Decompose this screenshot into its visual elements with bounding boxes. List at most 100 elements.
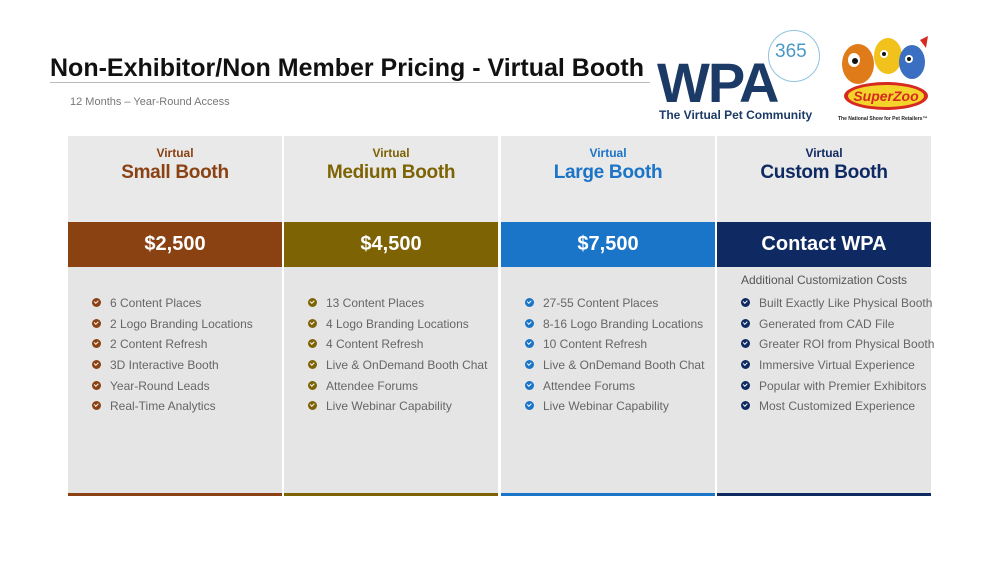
plan-body: 6 Content Places 2 Logo Branding Location… bbox=[68, 267, 282, 492]
feature-item: 2 Logo Branding Locations bbox=[92, 317, 253, 338]
plan-virtual-label: Virtual bbox=[589, 146, 627, 160]
price-band: $4,500 bbox=[284, 222, 498, 267]
price-band: $7,500 bbox=[501, 222, 715, 267]
plan-virtual-label: Virtual bbox=[805, 146, 843, 160]
check-circle-icon bbox=[92, 318, 101, 328]
feature-list: Built Exactly Like Physical Booth Generat… bbox=[741, 296, 934, 420]
feature-item: Real-Time Analytics bbox=[92, 399, 253, 420]
feature-text: Live & OnDemand Booth Chat bbox=[326, 358, 488, 373]
plan-name: Large Booth bbox=[553, 162, 663, 183]
feature-text: 10 Content Refresh bbox=[543, 337, 648, 352]
feature-item: Most Customized Experience bbox=[741, 399, 934, 420]
feature-item: Attendee Forums bbox=[308, 379, 487, 400]
plan-price: $2,500 bbox=[144, 233, 206, 255]
check-circle-icon bbox=[741, 298, 750, 307]
feature-text: 2 Content Refresh bbox=[110, 337, 208, 352]
wpa-365-number: 365 bbox=[775, 41, 807, 62]
check-circle-icon bbox=[525, 298, 534, 307]
plan-name: Medium Booth bbox=[326, 162, 456, 183]
feature-item: Year-Round Leads bbox=[92, 379, 253, 400]
feature-text: Most Customized Experience bbox=[759, 399, 916, 414]
wpa-letters: WPA bbox=[657, 51, 779, 114]
feature-item: Live Webinar Capability bbox=[525, 399, 704, 420]
feature-item: Live & OnDemand Booth Chat bbox=[308, 358, 487, 379]
feature-item: Live & OnDemand Booth Chat bbox=[525, 358, 704, 379]
feature-text: Greater ROI from Physical Booth bbox=[759, 337, 935, 352]
feature-item: Generated from CAD File bbox=[741, 317, 934, 338]
check-circle-icon bbox=[92, 298, 101, 307]
check-circle-icon bbox=[308, 401, 317, 411]
check-circle-icon bbox=[92, 360, 101, 370]
check-circle-icon bbox=[92, 401, 101, 411]
check-circle-icon bbox=[525, 318, 534, 328]
page-title: Non-Exhibitor/Non Member Pricing - Virtu… bbox=[50, 54, 644, 82]
title-underline bbox=[50, 82, 650, 83]
feature-item: Immersive Virtual Experience bbox=[741, 358, 934, 379]
plan-header: Virtual Small Booth bbox=[68, 136, 282, 222]
feature-item: 2 Content Refresh bbox=[92, 337, 253, 358]
feature-item: 6 Content Places bbox=[92, 296, 253, 317]
feature-item: Attendee Forums bbox=[525, 379, 704, 400]
feature-text: 4 Logo Branding Locations bbox=[326, 316, 469, 331]
plan-card-custom: Virtual Custom Booth Contact WPA Additio… bbox=[717, 136, 934, 496]
feature-item: Built Exactly Like Physical Booth bbox=[741, 296, 934, 317]
feature-text: 6 Content Places bbox=[110, 296, 202, 310]
check-circle-icon bbox=[308, 360, 317, 370]
svg-text:SuperZoo: SuperZoo bbox=[853, 88, 919, 104]
plan-name: Small Booth bbox=[121, 162, 229, 183]
feature-item: 4 Content Refresh bbox=[308, 337, 487, 358]
check-circle-icon bbox=[308, 380, 317, 390]
feature-item: 8-16 Logo Branding Locations bbox=[525, 317, 704, 338]
plan-header: Virtual Medium Booth bbox=[284, 136, 498, 222]
plan-header: Virtual Large Booth bbox=[501, 136, 715, 222]
check-circle-icon bbox=[741, 339, 750, 349]
feature-item: 27-55 Content Places bbox=[525, 296, 704, 317]
check-circle-icon bbox=[308, 298, 317, 307]
feature-text: 13 Content Places bbox=[326, 296, 425, 310]
feature-text: Generated from CAD File bbox=[759, 316, 895, 331]
feature-text: Popular with Premier Exhibitors bbox=[759, 378, 927, 393]
check-circle-icon bbox=[741, 318, 750, 328]
feature-item: 3D Interactive Booth bbox=[92, 358, 253, 379]
check-circle-icon bbox=[525, 401, 534, 411]
feature-list: 13 Content Places 4 Logo Branding Locatio… bbox=[308, 296, 487, 420]
feature-text: Live Webinar Capability bbox=[543, 399, 669, 414]
plan-body: Additional Customization Costs Built Exa… bbox=[717, 267, 934, 492]
plan-name: Custom Booth bbox=[760, 162, 888, 183]
superzoo-tagline: The National Show for Pet Retailers™ bbox=[838, 116, 928, 122]
price-band: $2,500 bbox=[68, 222, 282, 267]
feature-text: 8-16 Logo Branding Locations bbox=[543, 316, 704, 331]
feature-item: Greater ROI from Physical Booth bbox=[741, 337, 934, 358]
wpa-365-circle bbox=[768, 30, 820, 82]
feature-item: 13 Content Places bbox=[308, 296, 487, 317]
check-circle-icon bbox=[308, 318, 317, 328]
feature-text: 3D Interactive Booth bbox=[110, 358, 219, 373]
card-bottom-bar bbox=[717, 493, 931, 496]
superzoo-logo: SuperZoo The National Show for Pet Retai… bbox=[836, 34, 936, 126]
plan-virtual-label: Virtual bbox=[156, 146, 194, 160]
plan-virtual-label: Virtual bbox=[372, 146, 410, 160]
feature-text: Attendee Forums bbox=[543, 378, 636, 393]
check-circle-icon bbox=[741, 401, 750, 411]
card-bottom-bar bbox=[68, 493, 282, 496]
feature-text: Real-Time Analytics bbox=[110, 399, 216, 414]
plan-card-medium: Virtual Medium Booth $4,500 13 Content P… bbox=[284, 136, 498, 496]
plan-card-large: Virtual Large Booth $7,500 27-55 Content… bbox=[501, 136, 715, 496]
feature-list: 27-55 Content Places 8-16 Logo Branding L… bbox=[525, 296, 704, 420]
feature-text: 2 Logo Branding Locations bbox=[110, 316, 253, 331]
superzoo-mascots-icon: SuperZoo bbox=[842, 36, 928, 110]
plan-card-small: Virtual Small Booth $2,500 6 Content Pla… bbox=[68, 136, 282, 496]
feature-item: 10 Content Refresh bbox=[525, 337, 704, 358]
card-bottom-bar bbox=[284, 493, 498, 496]
plan-note: Additional Customization Costs bbox=[740, 273, 908, 287]
feature-item: 4 Logo Branding Locations bbox=[308, 317, 487, 338]
feature-text: Attendee Forums bbox=[326, 378, 419, 393]
check-circle-icon bbox=[92, 339, 101, 349]
feature-item: Popular with Premier Exhibitors bbox=[741, 379, 934, 400]
feature-text: Live & OnDemand Booth Chat bbox=[543, 358, 705, 373]
price-band: Contact WPA bbox=[717, 222, 931, 267]
card-bottom-bar bbox=[501, 493, 715, 496]
check-circle-icon bbox=[741, 380, 750, 390]
page-subtitle: 12 Months – Year-Round Access bbox=[70, 96, 230, 108]
feature-text: 4 Content Refresh bbox=[326, 337, 424, 352]
